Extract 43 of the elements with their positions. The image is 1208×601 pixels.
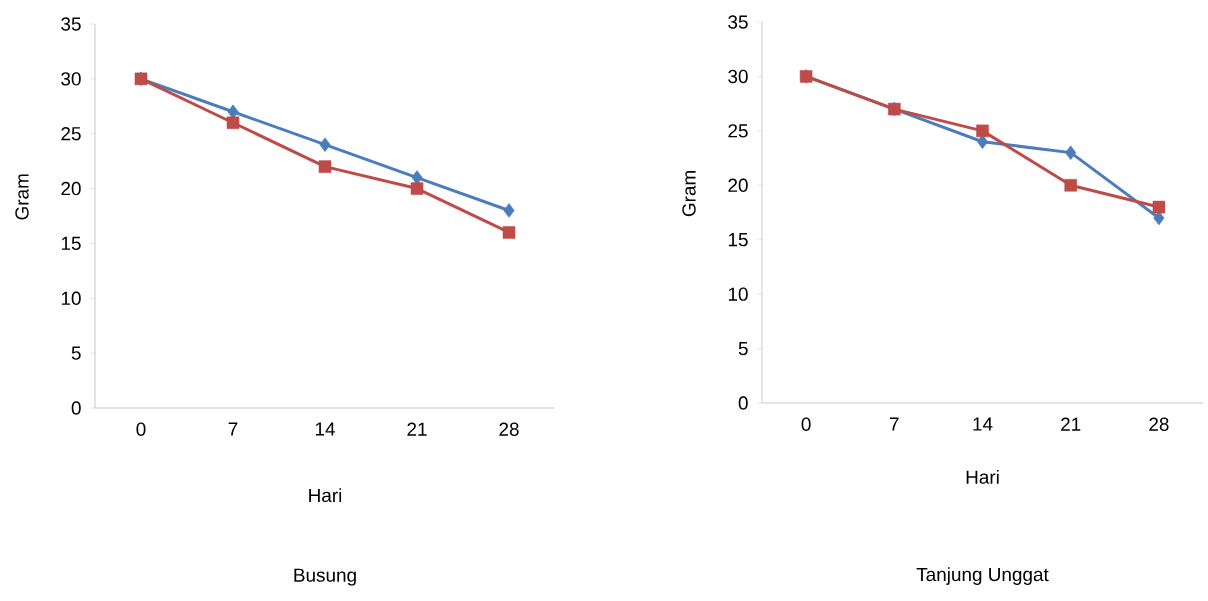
y-tick-label: 10 (728, 287, 748, 301)
y-axis-title: Gram (15, 174, 29, 220)
x-tick-label: 21 (1061, 417, 1081, 431)
y-tick-label: 10 (61, 291, 81, 305)
x-tick-label: 14 (973, 417, 993, 431)
point (318, 160, 332, 173)
point (226, 116, 240, 129)
x-tick-label: 7 (890, 417, 899, 431)
point (976, 124, 989, 138)
text: Tanjung Unggat (916, 567, 1049, 585)
y-tick-label: 0 (71, 401, 81, 415)
y-tick-label: 30 (61, 72, 81, 86)
y-tick-label: 35 (61, 17, 81, 31)
y-tick-label: 25 (728, 124, 748, 138)
y-tick-label: 20 (728, 178, 748, 192)
y-tick-label: 5 (738, 341, 748, 356)
y-tick-label: 30 (728, 69, 748, 84)
y-tick-label: 15 (61, 236, 81, 251)
x-tick-label: 28 (499, 422, 519, 436)
x-tick-label: 21 (407, 422, 427, 436)
point (502, 226, 516, 239)
point (503, 203, 515, 218)
x-tick-label: 7 (228, 422, 238, 436)
point (1064, 179, 1077, 192)
point (1152, 200, 1166, 214)
y-axis-title: Gram (682, 171, 696, 217)
x-tick-label: 28 (1149, 417, 1169, 431)
x-tick-label: 0 (801, 417, 811, 431)
point (410, 182, 424, 195)
y-tick-label: 5 (71, 346, 81, 360)
x-tick-label: 0 (136, 422, 146, 436)
point (1065, 145, 1077, 160)
point (319, 137, 331, 152)
y-tick-label: 15 (728, 233, 748, 247)
point (411, 170, 423, 185)
text: Busung (294, 568, 356, 586)
y-tick-label: 25 (61, 127, 81, 141)
x-axis-title: Hari (309, 488, 342, 503)
x-tick-label: 14 (315, 422, 335, 436)
y-tick-label: 0 (738, 396, 748, 410)
y-tick-label: 20 (61, 181, 81, 196)
x-axis-title: Hari (966, 469, 999, 484)
y-tick-label: 35 (728, 15, 748, 29)
